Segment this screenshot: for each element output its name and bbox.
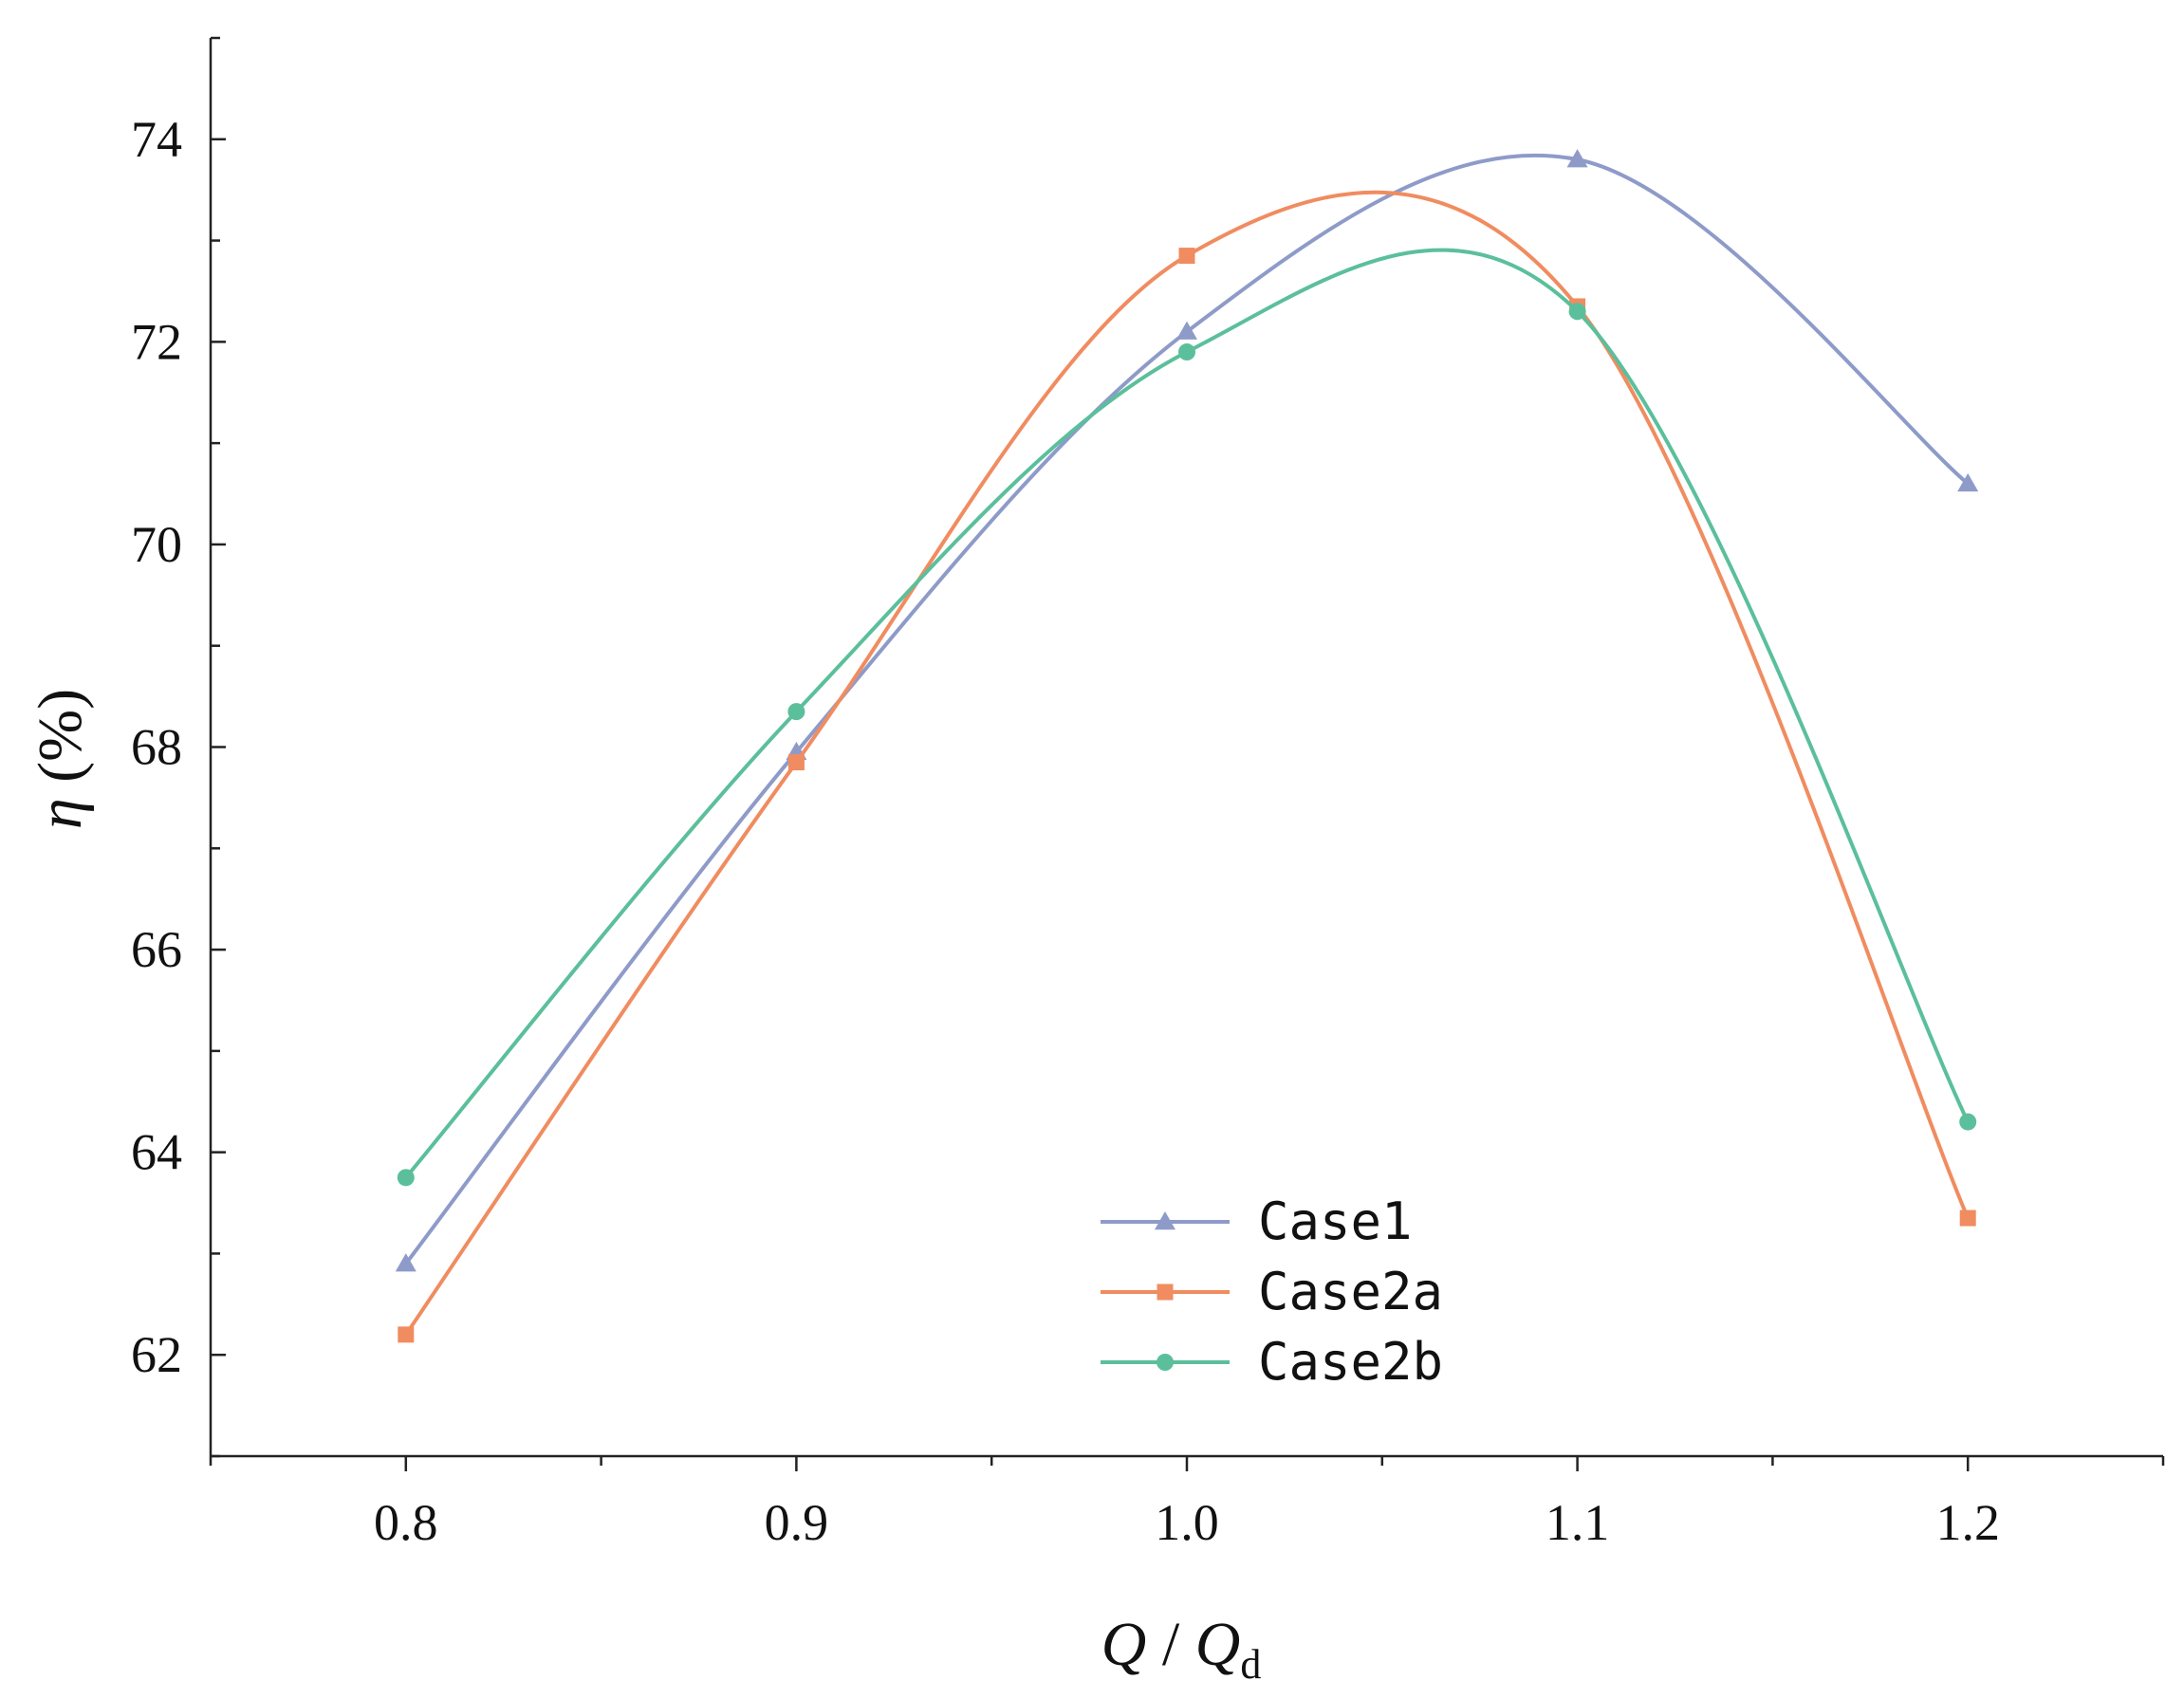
series-line-case2a: [404, 190, 1971, 1336]
data-point-case1: [395, 1253, 416, 1272]
data-point-case1: [1957, 472, 1979, 492]
y-axis-title-var: η: [26, 798, 95, 829]
x-tick-label: 1.1: [1545, 1494, 1610, 1551]
data-point-case2b: [1959, 1113, 1977, 1131]
data-point-case2a: [398, 1326, 415, 1343]
y-tick-label: 62: [131, 1326, 182, 1383]
x-tick-label: 1.2: [1935, 1494, 2000, 1551]
y-axis-title: η (%): [26, 689, 95, 829]
legend-label-case1: Case1: [1258, 1191, 1413, 1251]
y-tick-label: 70: [131, 516, 182, 573]
x-axis-title-var2: Q: [1195, 1610, 1241, 1679]
y-tick-label: 72: [131, 313, 182, 370]
x-axis-title-sep: /: [1146, 1610, 1194, 1679]
legend-marker-case1: [1155, 1211, 1175, 1230]
x-axis-title-sub: d: [1240, 1641, 1261, 1688]
data-point-case2a: [787, 754, 805, 771]
x-tick-label: 0.9: [765, 1494, 829, 1551]
series-case1: [395, 149, 1979, 1272]
x-tick-label: 1.0: [1155, 1494, 1219, 1551]
data-point-case2b: [1178, 343, 1195, 361]
legend-marker-case2b: [1157, 1354, 1174, 1371]
legend-label-case2b: Case2b: [1258, 1332, 1443, 1392]
data-point-case1: [1176, 321, 1197, 340]
data-point-case2a: [1959, 1210, 1976, 1227]
axes: 62 64 66 68 70 72 74 0.8 0.9 1.0 1.1 1.2: [131, 36, 2165, 1551]
x-axis-title-var: Q: [1101, 1610, 1147, 1679]
data-point-case2b: [397, 1169, 415, 1187]
series-line-case1: [404, 154, 1970, 1265]
x-tick-label: 0.8: [374, 1494, 438, 1551]
legend: Case1 Case2a Case2b: [1101, 1191, 1443, 1392]
plot-area: [395, 149, 1979, 1343]
y-tick-label: 64: [131, 1124, 182, 1181]
x-axis-title: Q / Qd: [1101, 1610, 1262, 1688]
data-point-case2b: [787, 703, 805, 721]
series-case2a: [398, 190, 1976, 1343]
data-point-case2a: [1178, 248, 1195, 265]
y-tick-label: 74: [131, 111, 182, 168]
series-line-case2b: [404, 248, 1971, 1179]
data-point-case2b: [1568, 303, 1586, 321]
y-tick-label: 68: [131, 719, 182, 776]
y-tick-label: 66: [131, 921, 182, 978]
legend-marker-case2a: [1157, 1283, 1174, 1301]
y-axis-title-unit: (%): [26, 689, 95, 798]
legend-label-case2a: Case2a: [1258, 1262, 1443, 1321]
series-case2b: [397, 248, 1977, 1187]
data-point-case1: [1566, 149, 1588, 168]
